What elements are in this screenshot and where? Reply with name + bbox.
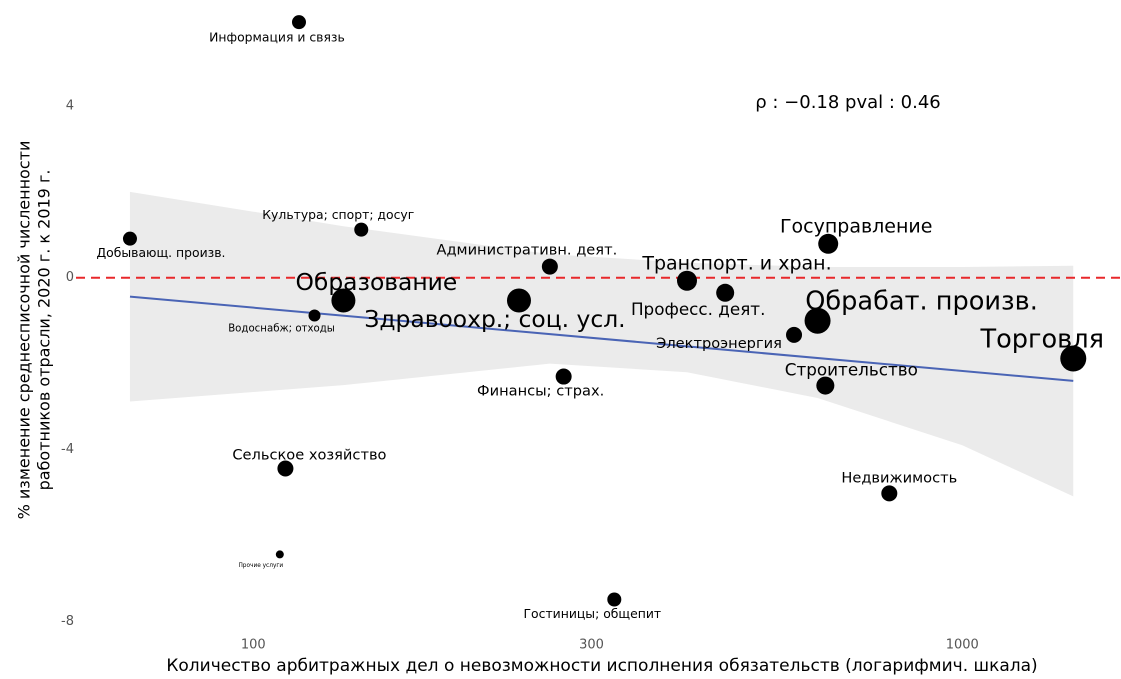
x-axis-label: Количество арбитражных дел о невозможнос…	[166, 656, 1037, 676]
point	[676, 270, 697, 291]
y-tick-label: 4	[66, 98, 74, 113]
point-label: Электроэнергия	[656, 335, 782, 352]
point-label: Професс. деят.	[631, 299, 765, 319]
point	[506, 288, 531, 313]
x-tick-label: 1000	[946, 638, 979, 653]
point	[555, 368, 572, 385]
point-label: Здравоохр.; соц. усл.	[364, 305, 625, 333]
point	[277, 460, 294, 477]
point	[541, 258, 558, 275]
point	[804, 307, 831, 334]
y-tick-label: 0	[66, 270, 74, 285]
point-label: Гостиницы; общепит	[524, 606, 662, 621]
point-label: Строительство	[785, 360, 918, 380]
y-axis-label-line: работников отрасли, 2020 г. к 2019 г.	[35, 170, 54, 491]
point-label: Культура; спорт; досуг	[262, 207, 414, 222]
point	[1060, 345, 1087, 372]
point-label: Добывающ. произв.	[96, 245, 225, 260]
point	[291, 15, 306, 30]
trend-line	[129, 295, 1074, 382]
point	[122, 231, 137, 246]
annotation: ρ : −0.18 pval : 0.46	[755, 92, 941, 113]
point-label: Госуправление	[780, 215, 933, 237]
point	[816, 376, 835, 395]
point	[716, 283, 735, 302]
point-label: Информация и связь	[209, 30, 345, 45]
point-label: Недвижимость	[841, 469, 957, 486]
point	[331, 288, 356, 313]
point-label: Транспорт. и хран.	[641, 252, 831, 274]
point	[275, 550, 284, 559]
x-tick-label: 100	[241, 638, 266, 653]
point-label: Обрабат. произв.	[805, 287, 1038, 317]
confidence-band	[129, 191, 1074, 497]
y-tick-label: -8	[61, 614, 74, 629]
y-axis-label: % изменение среднесписочной численности …	[15, 141, 54, 520]
point-label: Административн. деят.	[436, 242, 617, 259]
y-axis-label-line: % изменение среднесписочной численности	[15, 141, 34, 520]
point-label: Водоснабж; отходы	[228, 324, 335, 335]
point	[308, 309, 321, 322]
point	[607, 592, 622, 607]
point	[354, 222, 369, 237]
point-label: Торговля	[980, 325, 1104, 355]
point-label: Сельское хозяйство	[232, 446, 386, 463]
x-tick-label: 300	[579, 638, 604, 653]
point	[818, 233, 839, 254]
point	[881, 485, 898, 502]
y-tick-label: -4	[61, 442, 74, 457]
point-label: Прочие услуги	[238, 563, 283, 569]
point-label: Образование	[296, 268, 458, 296]
point	[786, 326, 803, 343]
point-label: Финансы; страх.	[477, 383, 604, 400]
